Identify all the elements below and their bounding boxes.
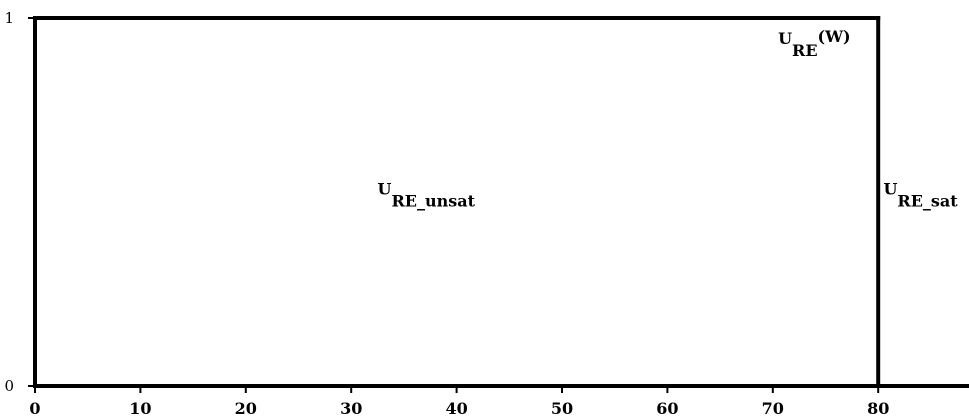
x-tick-label: 30 [340, 399, 362, 418]
x-tick-label: 80 [867, 399, 889, 418]
x-tick-label: 70 [762, 399, 784, 418]
annotation-1: URE(W) [778, 27, 851, 60]
y-axis-ticks: 01 [4, 9, 35, 395]
y-tick-label: 1 [4, 9, 14, 27]
x-tick-label: 10 [129, 399, 151, 418]
x-tick-label: 60 [656, 399, 678, 418]
plot-lines [33, 16, 969, 388]
x-tick-label: 50 [551, 399, 573, 418]
x-tick-label: 40 [445, 399, 467, 418]
annotations: URE_unsat URE(W) URE_sat [378, 27, 959, 211]
y-tick-label: 0 [4, 377, 14, 395]
x-tick-label: 0 [29, 399, 40, 418]
annotation-2: URE_sat [883, 180, 958, 211]
annotation-0: URE_unsat [378, 180, 476, 211]
x-tick-label: 20 [235, 399, 257, 418]
axes [33, 18, 969, 388]
x-axis-ticks: 0 10 20 30 40 50 60 70 80 [29, 386, 889, 418]
